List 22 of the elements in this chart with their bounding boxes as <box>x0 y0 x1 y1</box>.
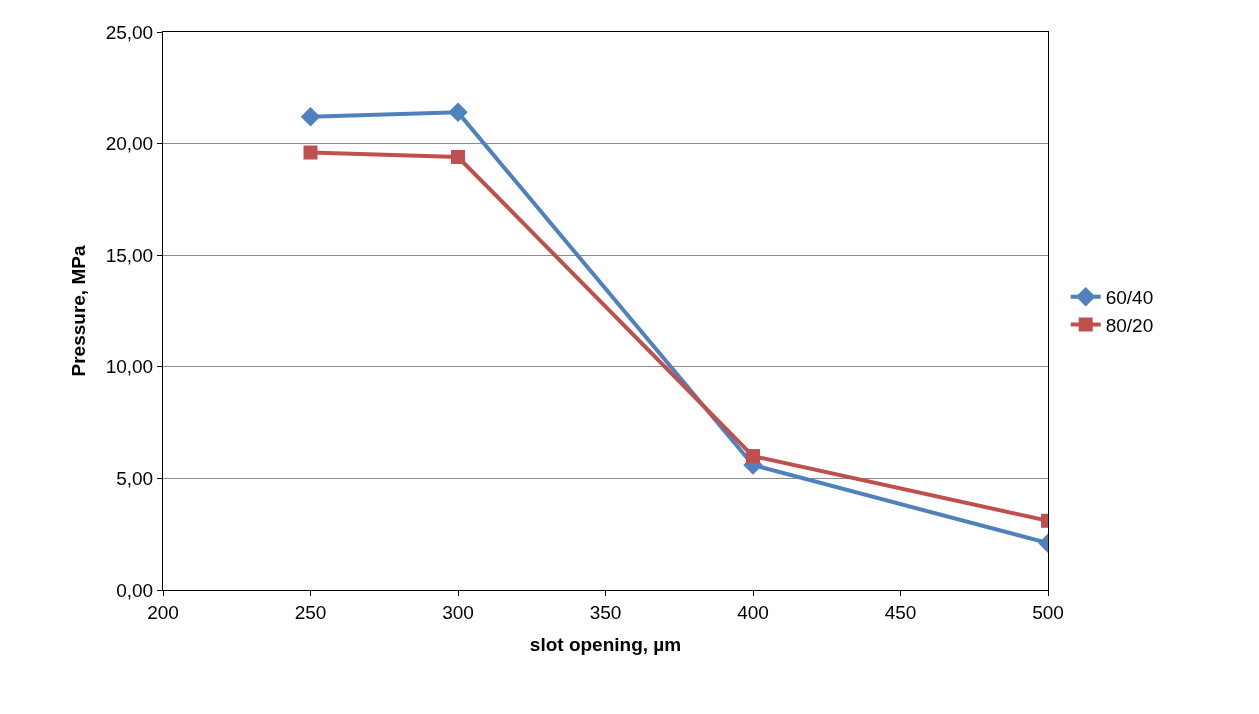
x-tick-label: 350 <box>589 601 622 623</box>
y-tick-label: 0,00 <box>116 579 154 601</box>
y-axis-title: Pressure, MPa <box>67 245 89 377</box>
y-tick-label: 15,00 <box>105 244 154 266</box>
legend-label: 80/20 <box>1105 314 1154 336</box>
x-tick-label: 250 <box>294 601 327 623</box>
y-tick-label: 5,00 <box>116 468 154 490</box>
y-tick-label: 20,00 <box>105 133 154 155</box>
y-tick-label: 10,00 <box>105 356 154 378</box>
x-tick-label: 500 <box>1032 601 1064 623</box>
point <box>746 449 760 464</box>
x-axis-title: slot opening, µm <box>529 633 682 655</box>
y-tick-label: 25,00 <box>105 21 154 43</box>
point <box>448 102 468 123</box>
point <box>300 107 321 127</box>
point <box>451 149 465 164</box>
x-tick-label: 300 <box>442 601 474 623</box>
x-tick-label: 200 <box>147 601 179 623</box>
x-tick-label: 450 <box>884 601 917 623</box>
x-tick-label: 400 <box>737 601 769 623</box>
point <box>303 145 318 160</box>
legend-label: 60/40 <box>1105 287 1154 309</box>
